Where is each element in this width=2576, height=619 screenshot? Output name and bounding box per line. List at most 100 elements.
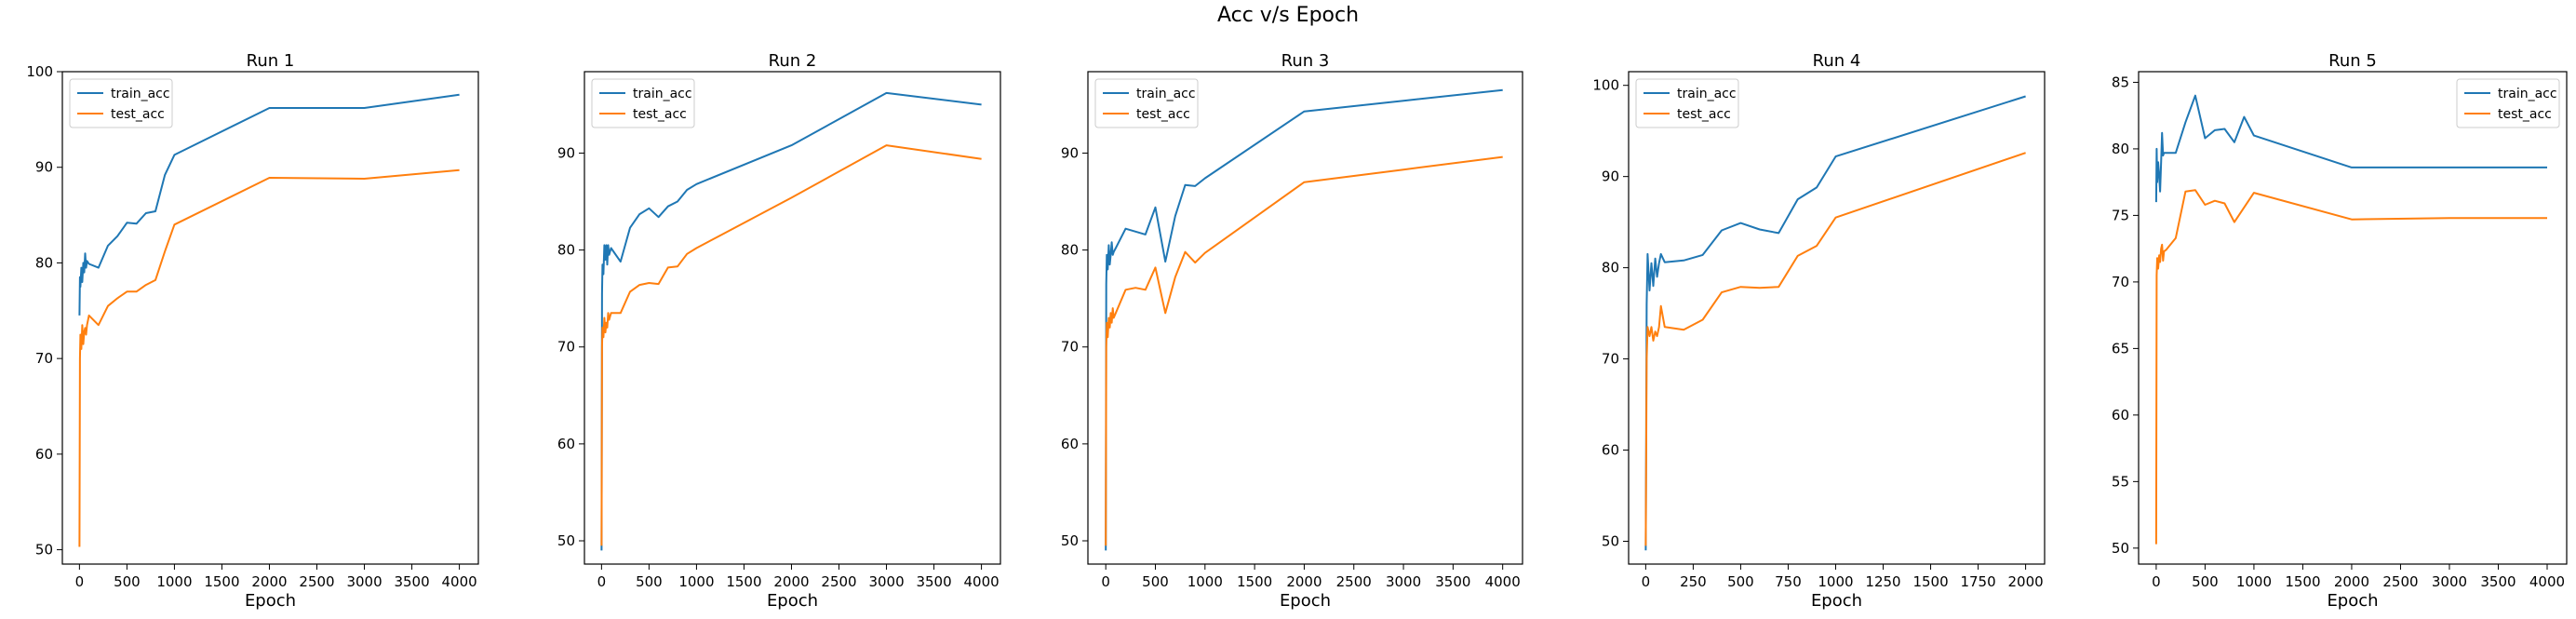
x-axis-label: Epoch [767, 591, 818, 611]
x-tick-label: 1000 [1818, 573, 1853, 590]
x-tick-label: 0 [2152, 573, 2161, 590]
x-tick-label: 1500 [2285, 573, 2320, 590]
y-tick-label: 70 [557, 339, 575, 356]
chart-panel-4: 0 250 500 750 1000 1250 1500 1750 2000 50 60 70 80 90… [1592, 51, 2046, 611]
x-tick-label: 1500 [1237, 573, 1272, 590]
y-tick-label: 100 [26, 63, 53, 80]
series-line-test_acc [2154, 189, 2547, 545]
x-tick-label: 500 [1727, 573, 1754, 590]
x-tick-label: 3000 [2432, 573, 2467, 590]
y-tick-label: 70 [35, 350, 53, 367]
axes-frame [2138, 71, 2568, 565]
y-tick-label: 70 [1602, 351, 1619, 368]
y-tick-label: 90 [1602, 168, 1619, 185]
chart-panel-2: 0 500 1000 1500 2000 2500 3000 3500 4000 50 60 70 80… [557, 51, 1001, 611]
legend: train_acc test_acc [2456, 78, 2560, 128]
legend-box [2456, 78, 2560, 128]
x-tick-label: 3500 [1435, 573, 1470, 590]
y-tick-label: 50 [1061, 532, 1079, 549]
x-tick-label: 2000 [2334, 573, 2369, 590]
y-tick-label: 90 [35, 159, 53, 176]
x-tick-label: 1000 [2236, 573, 2272, 590]
x-tick-label: 2500 [299, 573, 334, 590]
x-tick-label: 1000 [1187, 573, 1223, 590]
axes-frame [1087, 71, 1523, 565]
y-tick-label: 80 [1602, 260, 1619, 276]
x-tick-label: 500 [1142, 573, 1169, 590]
x-tick-label: 3000 [1386, 573, 1421, 590]
x-tick-label: 2000 [1286, 573, 1322, 590]
panel-title: Run 5 [2328, 51, 2377, 71]
x-tick-label: 250 [1680, 573, 1707, 590]
x-tick-label: 3000 [868, 573, 904, 590]
y-tick-label: 60 [557, 436, 575, 452]
x-axis-label: Epoch [1280, 591, 1331, 611]
legend-label-train_acc: train_acc [1136, 87, 1196, 101]
legend: train_acc test_acc [69, 78, 173, 128]
x-tick-label: 1000 [156, 573, 192, 590]
chart-panel-5: 0 500 1000 1500 2000 2500 3000 3500 4000 50 55 60 65… [2112, 51, 2568, 611]
series-line-test_acc [78, 168, 460, 547]
legend: train_acc test_acc [1635, 78, 1739, 128]
legend-box [69, 78, 173, 128]
legend-box [591, 78, 695, 128]
x-tick-label: 1750 [1960, 573, 1995, 590]
x-tick-label: 3500 [916, 573, 951, 590]
x-axis-label: Epoch [1811, 591, 1862, 611]
legend-label-train_acc: train_acc [2498, 87, 2557, 101]
y-tick-label: 80 [1061, 242, 1079, 259]
x-tick-label: 1250 [1865, 573, 1900, 590]
legend-label-test_acc: test_acc [1677, 107, 1731, 122]
series-line-train_acc [600, 91, 982, 551]
y-tick-label: 50 [1602, 533, 1619, 550]
x-tick-label: 4000 [441, 573, 476, 590]
y-tick-label: 90 [557, 144, 575, 161]
x-tick-label: 500 [114, 573, 141, 590]
series-line-train_acc [1644, 95, 2026, 551]
legend-box [1635, 78, 1739, 128]
panel-title: Run 1 [247, 51, 295, 71]
y-tick-label: 65 [2112, 340, 2129, 357]
legend-label-train_acc: train_acc [111, 87, 170, 101]
figure-title: Acc v/s Epoch [1216, 4, 1360, 27]
y-tick-label: 55 [2112, 473, 2129, 490]
x-tick-label: 2000 [773, 573, 809, 590]
x-axis-label: Epoch [245, 591, 296, 611]
x-tick-label: 3500 [2480, 573, 2516, 590]
x-tick-label: 1000 [678, 573, 714, 590]
legend-label-test_acc: test_acc [633, 107, 687, 122]
x-tick-label: 3500 [394, 573, 429, 590]
series-line-train_acc [2154, 94, 2547, 203]
y-tick-label: 60 [2112, 407, 2129, 424]
x-tick-label: 1500 [726, 573, 761, 590]
legend-label-test_acc: test_acc [111, 107, 165, 122]
axes-frame [584, 71, 1001, 565]
x-tick-label: 4000 [2529, 573, 2565, 590]
x-tick-label: 500 [636, 573, 663, 590]
y-tick-label: 80 [557, 242, 575, 259]
y-tick-label: 80 [35, 254, 53, 271]
y-tick-label: 50 [35, 542, 53, 558]
series-line-train_acc [78, 93, 460, 316]
legend-label-test_acc: test_acc [2498, 107, 2552, 122]
chart-panel-3: 0 500 1000 1500 2000 2500 3000 3500 4000 50 60 70 80… [1061, 51, 1523, 611]
legend-box [1094, 78, 1199, 128]
legend-label-test_acc: test_acc [1136, 107, 1190, 122]
x-tick-label: 1500 [1912, 573, 1948, 590]
x-tick-label: 3000 [346, 573, 382, 590]
legend-label-train_acc: train_acc [633, 87, 692, 101]
panel-title: Run 3 [1281, 51, 1330, 71]
axes-frame [61, 71, 479, 565]
y-tick-label: 60 [35, 446, 53, 463]
y-tick-label: 60 [1061, 436, 1079, 452]
y-tick-label: 50 [557, 532, 575, 549]
panel-title: Run 4 [1813, 51, 1861, 71]
legend: train_acc test_acc [1094, 78, 1199, 128]
series-line-train_acc [1105, 88, 1503, 551]
panel-title: Run 2 [769, 51, 817, 71]
legend-label-train_acc: train_acc [1677, 87, 1737, 101]
series-line-test_acc [1105, 155, 1503, 546]
y-tick-label: 70 [2112, 274, 2129, 290]
x-tick-label: 2000 [2007, 573, 2043, 590]
